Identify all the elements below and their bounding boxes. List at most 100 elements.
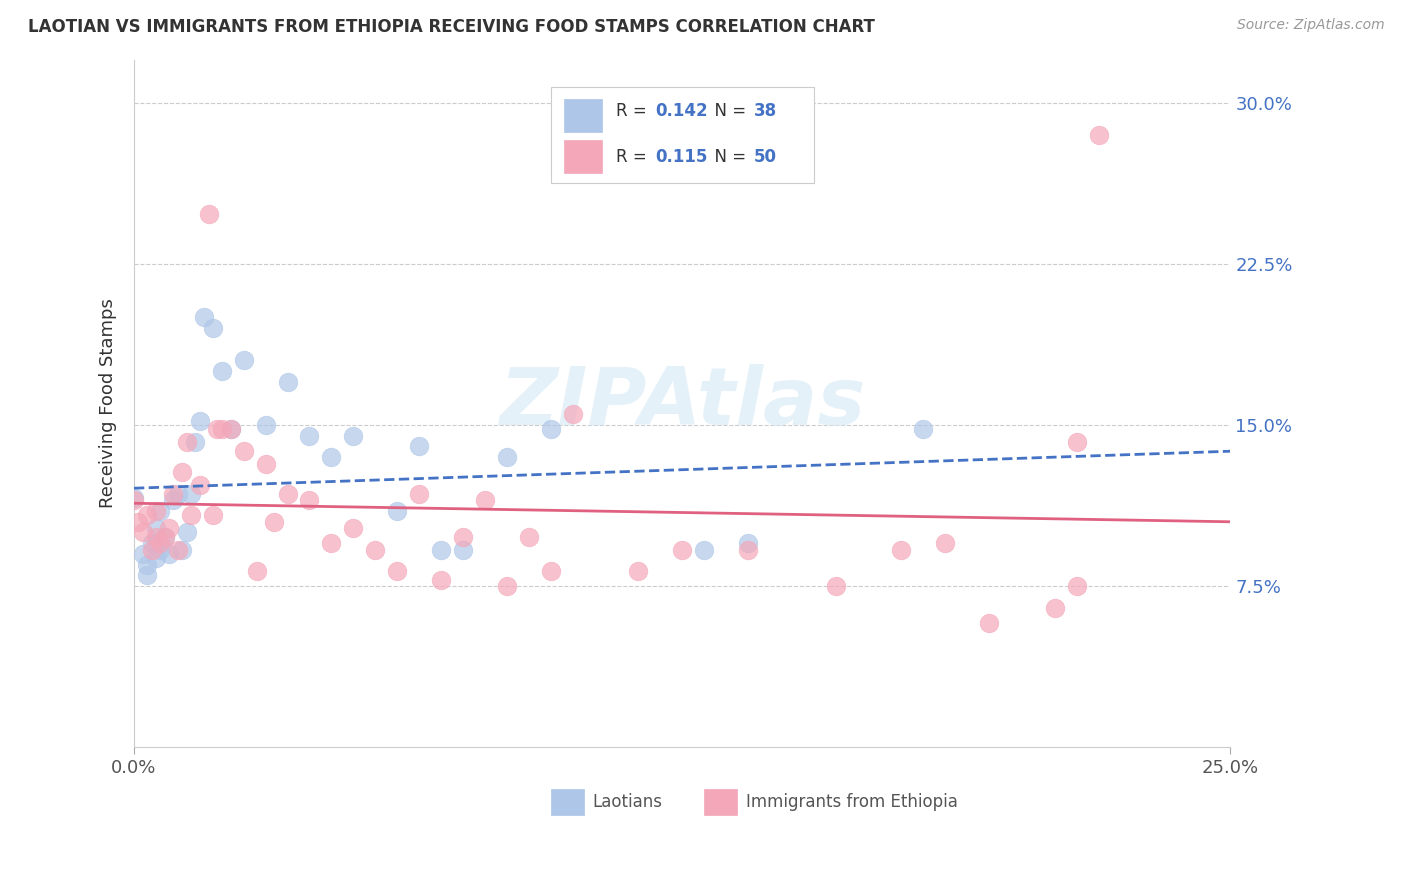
Point [561, 407, 583, 421]
Point [979, 615, 1001, 630]
Point [157, 521, 180, 535]
Point [162, 493, 184, 508]
Point [219, 422, 242, 436]
Point [254, 457, 277, 471]
Point [430, 573, 453, 587]
Point [232, 443, 254, 458]
Point [132, 547, 155, 561]
Point [430, 542, 453, 557]
Point [172, 542, 194, 557]
Point [172, 465, 194, 479]
Point [1043, 600, 1066, 615]
Point [321, 536, 343, 550]
Point [149, 504, 172, 518]
Point [122, 493, 145, 508]
Point [246, 564, 269, 578]
Y-axis label: Receiving Food Stamps: Receiving Food Stamps [100, 299, 117, 508]
Point [232, 353, 254, 368]
Point [263, 515, 285, 529]
Point [145, 530, 167, 544]
Point [298, 428, 321, 442]
Point [188, 478, 211, 492]
Point [136, 508, 159, 523]
Point [342, 521, 364, 535]
Text: 38: 38 [754, 103, 776, 120]
Point [167, 486, 190, 500]
Point [180, 486, 202, 500]
Text: Source: ZipAtlas.com: Source: ZipAtlas.com [1237, 18, 1385, 32]
Point [451, 530, 474, 544]
Text: LAOTIAN VS IMMIGRANTS FROM ETHIOPIA RECEIVING FOOD STAMPS CORRELATION CHART: LAOTIAN VS IMMIGRANTS FROM ETHIOPIA RECE… [28, 18, 875, 36]
Text: R =: R = [616, 103, 652, 120]
Point [890, 542, 912, 557]
Point [145, 536, 167, 550]
Point [451, 542, 474, 557]
Point [176, 435, 198, 450]
Text: 0.115: 0.115 [655, 148, 707, 166]
Point [693, 542, 716, 557]
Point [276, 375, 298, 389]
Point [141, 536, 163, 550]
Point [364, 542, 387, 557]
Point [298, 493, 321, 508]
FancyBboxPatch shape [704, 789, 737, 814]
Point [207, 422, 229, 436]
Point [540, 422, 562, 436]
Point [517, 530, 540, 544]
FancyBboxPatch shape [551, 789, 583, 814]
Point [141, 542, 163, 557]
Point [540, 564, 562, 578]
Point [211, 422, 233, 436]
Point [342, 428, 364, 442]
Point [136, 558, 159, 572]
Point [157, 547, 180, 561]
Text: R =: R = [616, 148, 652, 166]
Point [495, 450, 517, 464]
Point [149, 542, 172, 557]
Point [627, 564, 650, 578]
Point [671, 542, 693, 557]
Point [321, 450, 343, 464]
Point [122, 491, 145, 505]
Point [127, 515, 149, 529]
Point [180, 508, 202, 523]
Point [193, 310, 215, 325]
Point [912, 422, 935, 436]
Point [737, 536, 759, 550]
Point [824, 579, 846, 593]
Text: ZIPAtlas: ZIPAtlas [499, 365, 865, 442]
Point [211, 364, 233, 378]
Point [197, 207, 219, 221]
Point [153, 530, 176, 544]
Point [153, 530, 176, 544]
Point [136, 568, 159, 582]
Point [149, 536, 172, 550]
Point [934, 536, 956, 550]
Point [1066, 579, 1088, 593]
Point [474, 493, 496, 508]
Text: 50: 50 [754, 148, 776, 166]
Point [145, 504, 167, 518]
Point [385, 564, 408, 578]
Point [385, 504, 408, 518]
Point [167, 542, 190, 557]
Point [495, 579, 517, 593]
Point [132, 525, 155, 540]
Point [201, 508, 224, 523]
FancyBboxPatch shape [564, 140, 602, 173]
FancyBboxPatch shape [551, 87, 814, 184]
FancyBboxPatch shape [564, 99, 602, 132]
Point [219, 422, 242, 436]
Point [176, 525, 198, 540]
Point [254, 417, 277, 432]
Point [408, 486, 430, 500]
Text: Laotians: Laotians [592, 793, 662, 811]
Point [184, 435, 207, 450]
Text: Immigrants from Ethiopia: Immigrants from Ethiopia [745, 793, 957, 811]
Point [276, 486, 298, 500]
Point [145, 521, 167, 535]
Text: N =: N = [704, 103, 751, 120]
Text: N =: N = [704, 148, 751, 166]
Text: 0.142: 0.142 [655, 103, 707, 120]
Point [737, 542, 759, 557]
